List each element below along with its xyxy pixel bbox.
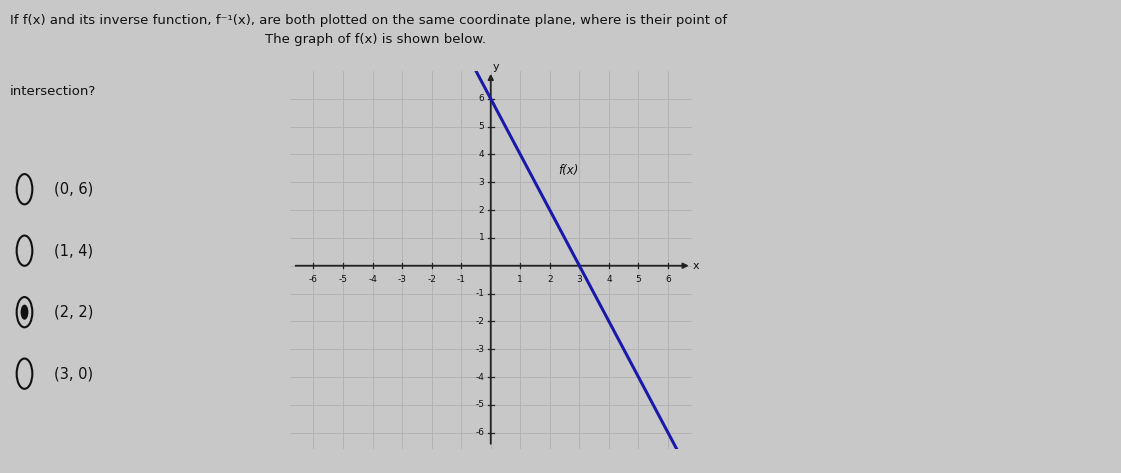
Text: -3: -3 (475, 345, 484, 354)
Text: 4: 4 (479, 150, 484, 159)
Text: 2: 2 (479, 206, 484, 215)
Text: 5: 5 (479, 122, 484, 131)
Text: -6: -6 (475, 428, 484, 437)
Circle shape (20, 305, 28, 320)
Text: 6: 6 (479, 94, 484, 103)
Text: (3, 0): (3, 0) (54, 366, 93, 381)
Text: -5: -5 (339, 275, 348, 284)
Text: 2: 2 (547, 275, 553, 284)
Text: 5: 5 (636, 275, 641, 284)
Text: (0, 6): (0, 6) (54, 182, 93, 197)
Text: 4: 4 (606, 275, 612, 284)
Text: intersection?: intersection? (10, 85, 96, 98)
Text: -1: -1 (456, 275, 465, 284)
Text: -2: -2 (427, 275, 436, 284)
Text: y: y (493, 62, 499, 72)
Text: (2, 2): (2, 2) (54, 305, 93, 320)
Text: The graph of f(x) is shown below.: The graph of f(x) is shown below. (265, 33, 485, 46)
Text: -4: -4 (368, 275, 377, 284)
Text: x: x (693, 261, 700, 271)
Text: 6: 6 (665, 275, 670, 284)
Text: 1: 1 (479, 233, 484, 242)
Text: 3: 3 (576, 275, 582, 284)
Text: -1: -1 (475, 289, 484, 298)
Text: -5: -5 (475, 400, 484, 409)
Text: If f(x) and its inverse function, f⁻¹(x), are both plotted on the same coordinat: If f(x) and its inverse function, f⁻¹(x)… (10, 14, 726, 27)
Text: -6: -6 (309, 275, 318, 284)
Text: -2: -2 (475, 317, 484, 326)
Text: (1, 4): (1, 4) (54, 243, 93, 258)
Text: -3: -3 (398, 275, 407, 284)
Text: 3: 3 (479, 178, 484, 187)
Text: -4: -4 (475, 373, 484, 382)
Text: 1: 1 (518, 275, 524, 284)
Text: f(x): f(x) (558, 164, 580, 177)
